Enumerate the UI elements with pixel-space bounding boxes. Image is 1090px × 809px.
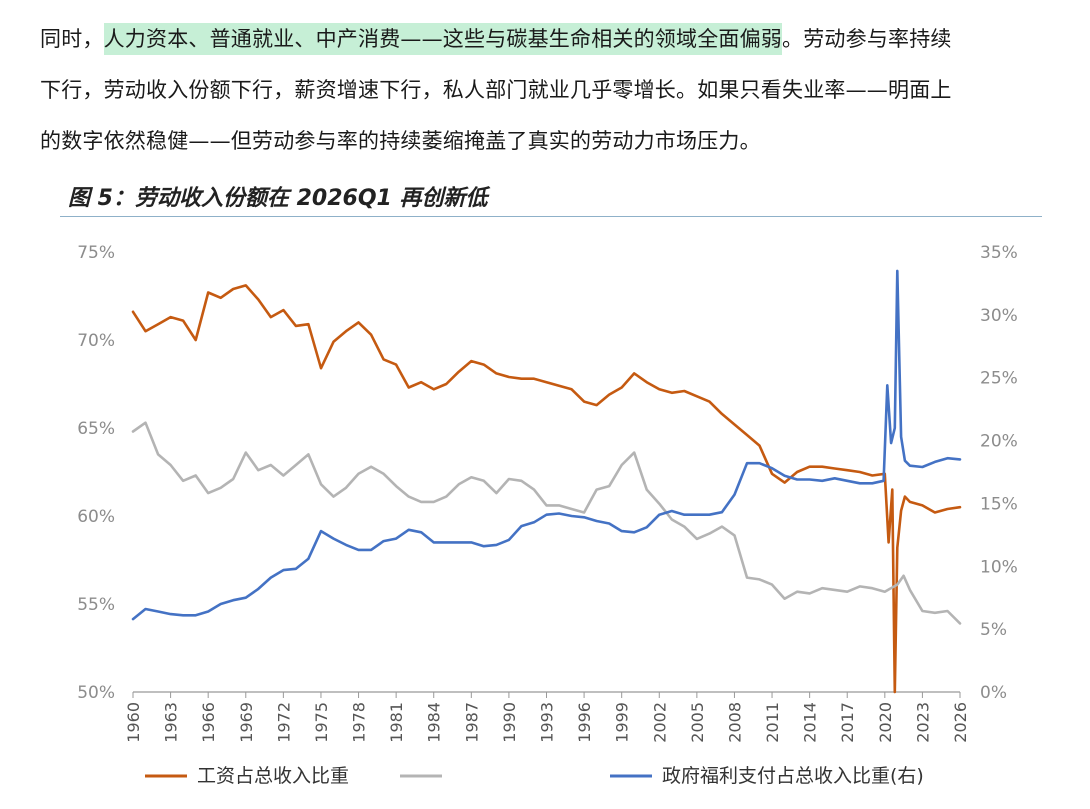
right-tick-label: 35% [980,243,1018,263]
line-chart: 50% 55% 60% 65% 70% 75% 0% 5% 10% 15% 20% 25% 30% 35%… [77,243,1018,787]
left-tick-label: 65% [77,419,115,439]
x-tick-label: 2005 [688,702,707,743]
figure-title: 图 5：劳动收入份额在 2026Q1 再创新低 [68,186,488,211]
x-tick-label: 1987 [462,702,481,743]
x-tick-label: 2008 [725,702,744,743]
x-tick-label: 2026 [951,702,970,743]
right-tick-label: 20% [980,432,1018,452]
x-tick-label: 2011 [763,702,782,743]
paragraph-line-2: 下行，劳动收入份额下行，薪资增速下行，私人部门就业几乎零增长。如果只看失业率——… [40,78,952,102]
chart-axes: 50% 55% 60% 65% 70% 75% 0% 5% 10% 15% 20% 25% 30% 35%… [77,243,1018,743]
right-tick-label: 30% [980,306,1018,326]
x-tick-label: 1969 [237,702,256,743]
x-tick-label: 1963 [162,702,181,743]
left-tick-label: 50% [77,683,115,703]
series-line-2 [131,421,962,625]
paragraph-line-1: 同时，人力资本、普通就业、中产消费——这些与碳基生命相关的领域全面偏弱。劳动参与… [40,14,1060,65]
right-tick-label: 10% [980,557,1018,577]
x-tick-label: 2020 [876,702,895,743]
x-tick-label: 1978 [350,702,369,743]
article-paragraph: 同时，人力资本、普通就业、中产消费——这些与碳基生命相关的领域全面偏弱。劳动参与… [40,14,1060,167]
x-tick-label: 1966 [199,702,218,743]
chart-series [131,269,962,694]
left-tick-label: 60% [77,507,115,527]
x-tick-label: 1960 [124,702,143,743]
title-divider [60,216,1042,217]
left-tick-label: 70% [77,331,115,351]
legend-label: 工资占总收入比重 [197,765,349,787]
x-tick-label: 1993 [538,702,557,743]
x-tick-label: 2014 [801,702,820,743]
paragraph-line-3: 的数字依然稳健——但劳动参与率的持续萎缩掩盖了真实的劳动力市场压力。 [40,129,761,153]
right-tick-label: 0% [980,683,1007,703]
highlighted-text: 人力资本、普通就业、中产消费——这些与碳基生命相关的领域全面偏弱 [103,23,783,55]
x-tick-label: 1990 [500,702,519,743]
x-tick-label: 1972 [274,702,293,743]
x-tick-label: 1975 [312,702,331,743]
x-tick-label: 2017 [838,702,857,743]
right-tick-label: 5% [980,620,1007,640]
x-tick-label: 1996 [575,702,594,743]
x-tick-label: 2002 [650,702,669,743]
right-tick-label: 15% [980,494,1018,514]
series-line-3 [131,269,962,621]
left-tick-label: 75% [77,243,115,263]
x-tick-label: 1999 [613,702,632,743]
chart-legend: 工资占总收入比重 政府福利支付占总收入比重(右) [145,765,924,787]
x-tick-label: 2023 [913,702,932,743]
x-tick-label: 1984 [425,702,444,743]
left-tick-label: 55% [77,595,115,615]
right-tick-label: 25% [980,369,1018,389]
legend-label: 政府福利支付占总收入比重(右) [662,765,924,787]
series-line-1 [131,284,962,694]
x-tick-label: 1981 [387,702,406,743]
